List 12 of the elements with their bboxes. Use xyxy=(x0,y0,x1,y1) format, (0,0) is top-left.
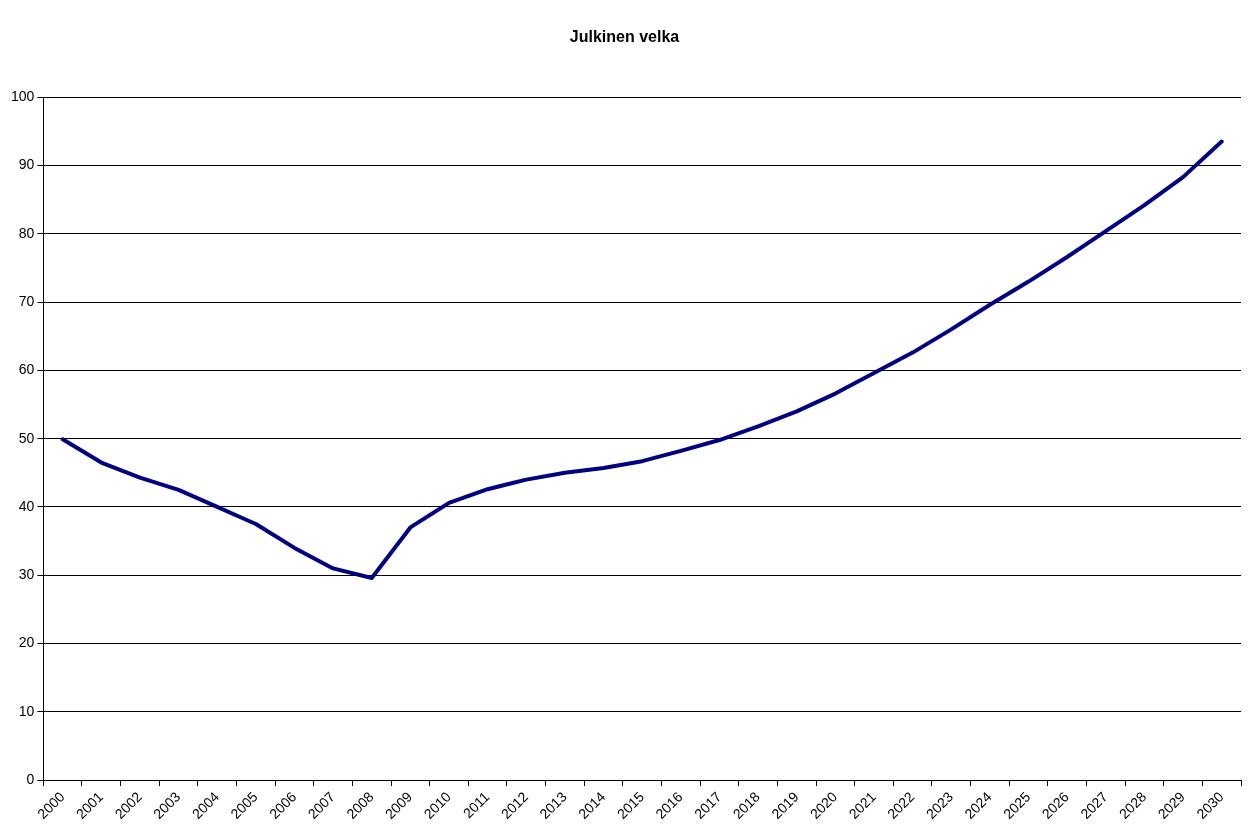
y-tick-label: 0 xyxy=(26,770,35,787)
y-tick-label: 20 xyxy=(18,634,35,651)
y-tick-label: 80 xyxy=(18,224,35,241)
y-tick-label: 60 xyxy=(18,361,35,378)
y-tick-label: 50 xyxy=(18,429,35,446)
y-tick-label: 10 xyxy=(18,702,35,719)
chart-title: Julkinen velka xyxy=(569,28,680,46)
y-tick-label: 40 xyxy=(18,497,35,514)
y-tick-label: 30 xyxy=(18,566,35,583)
y-tick-label: 100 xyxy=(11,88,35,105)
y-tick-label: 90 xyxy=(18,156,35,173)
y-tick-label: 70 xyxy=(18,292,35,309)
